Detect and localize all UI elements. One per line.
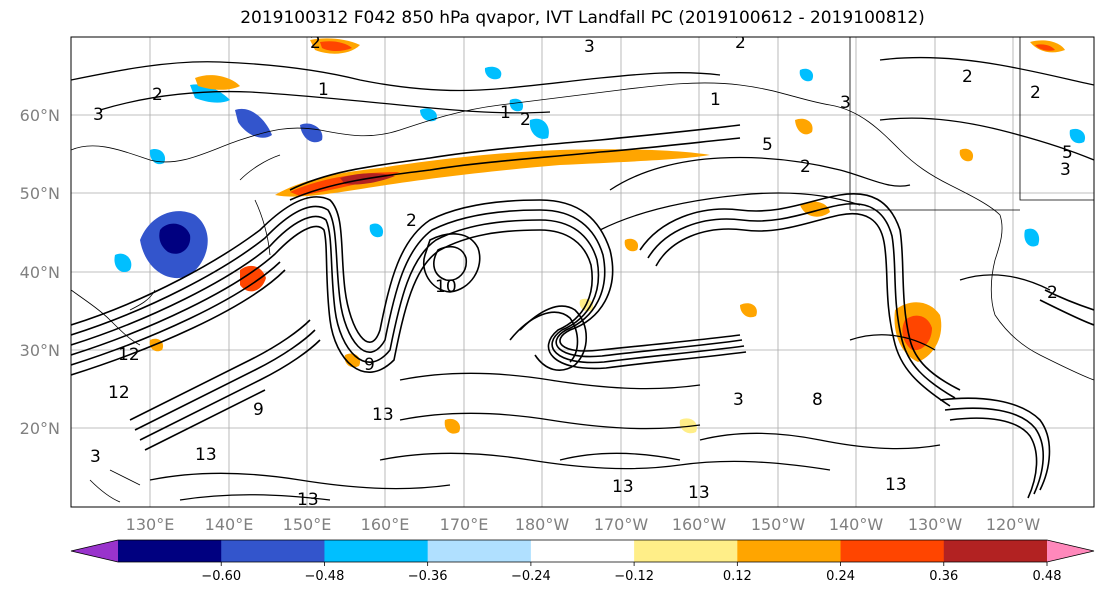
lon-label: 160°W	[672, 515, 727, 534]
colorbar-segment	[840, 540, 945, 562]
contour-label: 5	[762, 135, 773, 155]
lon-label: 140°W	[829, 515, 884, 534]
lat-label-20n: 20°N	[20, 419, 60, 438]
lat-label-60n: 60°N	[20, 106, 60, 125]
contour-label: 13	[612, 477, 634, 497]
colorbar-segment	[943, 540, 1048, 562]
colorbar-segment	[427, 540, 532, 562]
pos-anomaly-jet	[275, 149, 710, 197]
colorbar-segment	[221, 540, 325, 562]
contour-label: 2	[406, 211, 417, 231]
contour-label: 2	[735, 33, 746, 53]
lat-label-30n: 30°N	[20, 341, 60, 360]
contour-label: 2	[1047, 283, 1058, 303]
lat-label-40n: 40°N	[20, 263, 60, 282]
colorbar-segment	[634, 540, 738, 562]
lon-label: 130°W	[908, 515, 963, 534]
contour-label: 2	[800, 157, 811, 177]
lon-label: 160°E	[361, 515, 410, 534]
ivt-contours	[71, 124, 1094, 499]
contour-label: 13	[688, 483, 710, 503]
colorbar-outline	[70, 539, 1095, 563]
lat-label-50n: 50°N	[20, 184, 60, 203]
contour-label: 3	[840, 93, 851, 113]
contour-label: 8	[812, 390, 823, 410]
contour-labels: 2 3 2 1 2 3 1 2 5 2 1 3 2 2 5 3 2 2 9 10…	[90, 33, 1073, 510]
jet-contour-1	[71, 196, 741, 352]
colorbar-tick-label: −0.24	[511, 569, 551, 584]
contour-label: 2	[310, 33, 321, 53]
contour-label: 3	[90, 447, 101, 467]
lon-label: 170°W	[594, 515, 649, 534]
contour-label: 12	[118, 345, 140, 365]
colorbar-segment	[530, 540, 635, 562]
colorbar-tick-label: 0.36	[929, 569, 958, 584]
contour-label: 13	[885, 475, 907, 495]
lon-label: 150°W	[751, 515, 806, 534]
colorbar-tick-label: −0.60	[201, 569, 241, 584]
lon-label: 150°E	[283, 515, 332, 534]
contour-label: 13	[297, 490, 319, 510]
lat-labels: 60°N 50°N 40°N 30°N 20°N	[20, 106, 60, 438]
contour-label: 2	[1030, 83, 1041, 103]
colorbar-tick-label: 0.24	[826, 569, 855, 584]
contour-label: 3	[1060, 160, 1071, 180]
colorbar-tick-label: −0.48	[305, 569, 345, 584]
contour-label: 3	[584, 37, 595, 57]
contour-label: 9	[364, 355, 375, 375]
colorbar-extend-max	[1047, 540, 1094, 562]
contour-label: 3	[733, 390, 744, 410]
lon-label: 120°W	[986, 515, 1041, 534]
contour-label: 9	[253, 400, 264, 420]
colorbar-segment	[324, 540, 429, 562]
lon-label: 130°E	[126, 515, 175, 534]
contour-label: 3	[93, 105, 104, 125]
contour-label: 2	[520, 110, 531, 130]
lon-label: 170°E	[440, 515, 489, 534]
lon-labels: 130°E 140°E 150°E 160°E 170°E 180°W 170°…	[126, 515, 1041, 534]
anomaly-shading	[114, 38, 1086, 434]
contour-label: 1	[318, 80, 329, 100]
map-border	[70, 36, 1095, 508]
colorbar-tick-label: −0.36	[408, 569, 448, 584]
contour-label: 1	[500, 103, 511, 123]
contour-label: 10	[435, 277, 457, 297]
contour-label: 13	[195, 445, 217, 465]
colorbar-tick-label: 0.12	[723, 569, 752, 584]
lon-label: 140°E	[205, 515, 254, 534]
contour-label: 12	[108, 383, 130, 403]
colorbar-segment	[737, 540, 842, 562]
contour-label: 13	[372, 405, 394, 425]
colorbar-tick-label: 0.48	[1033, 569, 1062, 584]
contour-label: 2	[152, 85, 163, 105]
contour-label: 2	[962, 67, 973, 87]
contour-label: 1	[710, 90, 721, 110]
colorbar-segment	[118, 540, 222, 562]
colorbar-tick-label: −0.12	[614, 569, 654, 584]
contour-label: 5	[1062, 143, 1073, 163]
lon-label: 180°W	[515, 515, 570, 534]
colorbar-extend-min	[71, 540, 118, 562]
plot-title: 2019100312 F042 850 hPa qvapor, IVT Land…	[240, 8, 925, 28]
ivt-contours-thin	[71, 56, 1094, 501]
colorbar: −0.60 −0.48 −0.36 −0.24 −0.12 0.12 0.24 0.36 0.4…	[70, 539, 1095, 584]
